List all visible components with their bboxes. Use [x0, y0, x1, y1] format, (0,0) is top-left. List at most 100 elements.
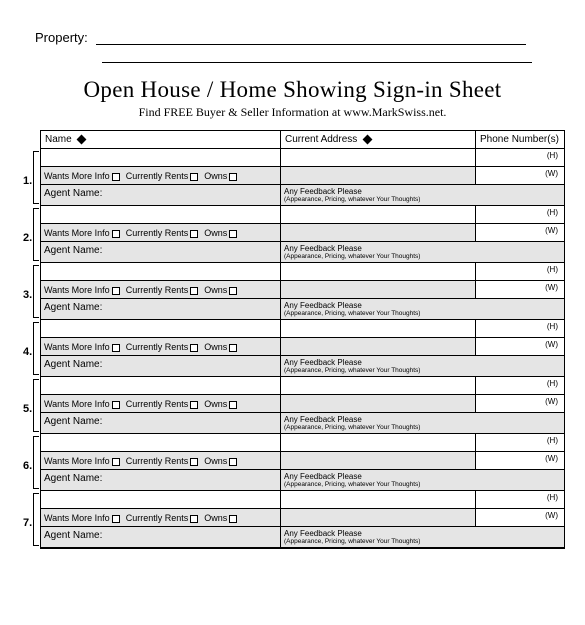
name-cell[interactable]: [41, 149, 281, 166]
address-cell-2[interactable]: [281, 395, 476, 412]
row-options: Wants More InfoCurrently RentsOwns(W): [41, 224, 564, 242]
bracket-icon: [33, 379, 39, 432]
agent-name-cell[interactable]: Agent Name:: [41, 299, 281, 319]
entry-number: 4.: [23, 346, 32, 358]
address-cell-2[interactable]: [281, 167, 476, 184]
address-cell[interactable]: [281, 206, 476, 223]
row-name: (H): [41, 149, 564, 167]
address-cell-2[interactable]: [281, 281, 476, 298]
owns-checkbox[interactable]: [229, 458, 237, 466]
phone-w-cell[interactable]: (W): [476, 281, 564, 298]
property-underline-1[interactable]: [96, 31, 526, 45]
wants-more-info-checkbox[interactable]: [112, 230, 120, 238]
phone-h-cell[interactable]: (H): [476, 377, 564, 394]
currently-rents-label: Currently Rents: [126, 399, 189, 409]
property-underline-2[interactable]: [102, 49, 532, 63]
name-cell[interactable]: [41, 491, 281, 508]
feedback-cell[interactable]: Any Feedback Please(Appearance, Pricing,…: [281, 242, 564, 262]
feedback-cell[interactable]: Any Feedback Please(Appearance, Pricing,…: [281, 185, 564, 205]
options-cell: Wants More InfoCurrently RentsOwns: [41, 395, 281, 412]
signin-grid: Name Current Address Phone Number(s) 1.(…: [40, 130, 565, 549]
address-cell-2[interactable]: [281, 509, 476, 526]
address-cell-2[interactable]: [281, 338, 476, 355]
owns-label: Owns: [204, 456, 227, 466]
row-name: (H): [41, 320, 564, 338]
agent-name-cell[interactable]: Agent Name:: [41, 470, 281, 490]
phone-w-cell[interactable]: (W): [476, 509, 564, 526]
currently-rents-checkbox[interactable]: [190, 515, 198, 523]
phone-h-cell[interactable]: (H): [476, 434, 564, 451]
currently-rents-checkbox[interactable]: [190, 287, 198, 295]
feedback-cell[interactable]: Any Feedback Please(Appearance, Pricing,…: [281, 470, 564, 490]
address-cell[interactable]: [281, 263, 476, 280]
owns-checkbox[interactable]: [229, 515, 237, 523]
currently-rents-checkbox[interactable]: [190, 173, 198, 181]
property-label: Property:: [35, 30, 88, 45]
agent-name-cell[interactable]: Agent Name:: [41, 527, 281, 547]
agent-name-cell[interactable]: Agent Name:: [41, 413, 281, 433]
owns-label: Owns: [204, 342, 227, 352]
phone-h-cell[interactable]: (H): [476, 491, 564, 508]
address-cell-2[interactable]: [281, 224, 476, 241]
phone-w-cell[interactable]: (W): [476, 452, 564, 469]
row-agent: Agent Name:Any Feedback Please(Appearanc…: [41, 470, 564, 491]
phone-h-cell[interactable]: (H): [476, 206, 564, 223]
feedback-cell[interactable]: Any Feedback Please(Appearance, Pricing,…: [281, 413, 564, 433]
wants-more-info-checkbox[interactable]: [112, 173, 120, 181]
address-cell-2[interactable]: [281, 452, 476, 469]
entry-number: 3.: [23, 289, 32, 301]
address-cell[interactable]: [281, 491, 476, 508]
agent-name-cell[interactable]: Agent Name:: [41, 185, 281, 205]
owns-checkbox[interactable]: [229, 287, 237, 295]
address-cell[interactable]: [281, 320, 476, 337]
options-cell: Wants More InfoCurrently RentsOwns: [41, 509, 281, 526]
entry-number: 5.: [23, 403, 32, 415]
currently-rents-checkbox[interactable]: [190, 401, 198, 409]
phone-h-cell[interactable]: (H): [476, 263, 564, 280]
currently-rents-checkbox[interactable]: [190, 458, 198, 466]
name-cell[interactable]: [41, 377, 281, 394]
address-cell[interactable]: [281, 377, 476, 394]
row-name: (H): [41, 434, 564, 452]
options-cell: Wants More InfoCurrently RentsOwns: [41, 338, 281, 355]
wants-more-info-checkbox[interactable]: [112, 515, 120, 523]
phone-w-cell[interactable]: (W): [476, 167, 564, 184]
wants-more-info-checkbox[interactable]: [112, 458, 120, 466]
phone-w-cell[interactable]: (W): [476, 395, 564, 412]
phone-h-cell[interactable]: (H): [476, 149, 564, 166]
agent-name-cell[interactable]: Agent Name:: [41, 242, 281, 262]
owns-label: Owns: [204, 285, 227, 295]
bracket-icon: [33, 265, 39, 318]
feedback-sub: (Appearance, Pricing, whatever Your Thou…: [284, 310, 561, 317]
wants-more-info-checkbox[interactable]: [112, 401, 120, 409]
col-header-address: Current Address: [281, 131, 476, 148]
wants-more-info-checkbox[interactable]: [112, 287, 120, 295]
feedback-cell[interactable]: Any Feedback Please(Appearance, Pricing,…: [281, 356, 564, 376]
options-cell: Wants More InfoCurrently RentsOwns: [41, 281, 281, 298]
phone-w-cell[interactable]: (W): [476, 224, 564, 241]
name-cell[interactable]: [41, 206, 281, 223]
address-cell[interactable]: [281, 149, 476, 166]
feedback-cell[interactable]: Any Feedback Please(Appearance, Pricing,…: [281, 527, 564, 547]
phone-w-cell[interactable]: (W): [476, 338, 564, 355]
currently-rents-checkbox[interactable]: [190, 344, 198, 352]
owns-label: Owns: [204, 513, 227, 523]
agent-name-cell[interactable]: Agent Name:: [41, 356, 281, 376]
owns-checkbox[interactable]: [229, 230, 237, 238]
row-agent: Agent Name:Any Feedback Please(Appearanc…: [41, 356, 564, 377]
row-options: Wants More InfoCurrently RentsOwns(W): [41, 167, 564, 185]
feedback-cell[interactable]: Any Feedback Please(Appearance, Pricing,…: [281, 299, 564, 319]
name-cell[interactable]: [41, 434, 281, 451]
feedback-sub: (Appearance, Pricing, whatever Your Thou…: [284, 538, 561, 545]
currently-rents-checkbox[interactable]: [190, 230, 198, 238]
owns-checkbox[interactable]: [229, 401, 237, 409]
name-cell[interactable]: [41, 263, 281, 280]
owns-checkbox[interactable]: [229, 344, 237, 352]
entry-number: 6.: [23, 460, 32, 472]
name-cell[interactable]: [41, 320, 281, 337]
feedback-title: Any Feedback Please: [284, 301, 561, 310]
owns-checkbox[interactable]: [229, 173, 237, 181]
phone-h-cell[interactable]: (H): [476, 320, 564, 337]
address-cell[interactable]: [281, 434, 476, 451]
wants-more-info-checkbox[interactable]: [112, 344, 120, 352]
